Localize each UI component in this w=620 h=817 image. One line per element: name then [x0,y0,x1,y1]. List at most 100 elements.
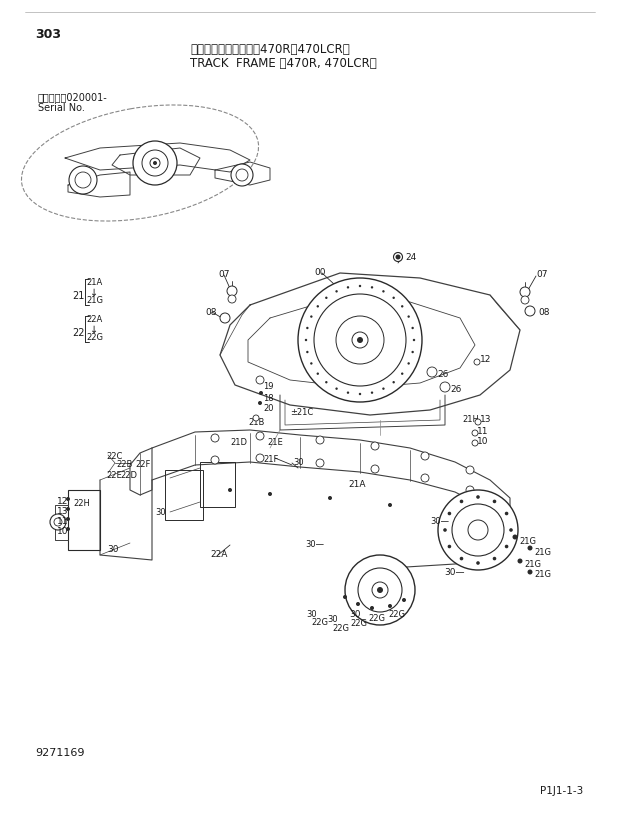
Circle shape [377,587,383,593]
Text: 22G: 22G [311,618,328,627]
Text: 21: 21 [72,291,84,301]
Circle shape [66,527,70,531]
Text: ↓: ↓ [90,325,98,335]
Text: 30: 30 [306,610,317,619]
Circle shape [388,503,392,507]
Text: 21B: 21B [248,418,264,427]
Circle shape [133,141,177,185]
Circle shape [427,367,437,377]
Text: 30: 30 [107,545,118,554]
Circle shape [328,496,332,500]
Text: 22G: 22G [388,610,405,619]
Text: 21D: 21D [230,438,247,447]
Circle shape [69,166,97,194]
Text: 9271169: 9271169 [35,748,84,758]
Text: 11: 11 [477,427,489,436]
Circle shape [413,339,415,342]
Circle shape [505,511,508,516]
Circle shape [493,500,496,503]
Circle shape [66,517,70,521]
Circle shape [352,332,368,348]
Circle shape [509,529,513,532]
Circle shape [468,520,488,540]
Circle shape [493,556,496,560]
Circle shape [392,381,395,383]
Circle shape [388,604,392,608]
Circle shape [382,290,384,292]
Circle shape [371,391,373,394]
Text: トラックフレーム　＜470R，470LCR＞: トラックフレーム ＜470R，470LCR＞ [190,43,350,56]
Text: 22E: 22E [106,471,122,480]
Text: 適用号機　020001-: 適用号機 020001- [38,92,108,102]
Text: 18: 18 [263,394,273,403]
Text: 22C: 22C [106,452,122,461]
Circle shape [382,387,384,390]
Circle shape [521,296,529,304]
Circle shape [298,278,422,402]
Circle shape [459,556,463,560]
Circle shape [66,507,70,511]
Circle shape [513,534,518,539]
Circle shape [336,316,384,364]
Circle shape [256,376,264,384]
Text: 303: 303 [35,28,61,41]
Bar [200,462,235,507]
Bar [68,490,100,550]
Text: 07: 07 [536,270,547,279]
Circle shape [412,327,414,329]
Circle shape [421,474,429,482]
Circle shape [153,161,157,165]
Circle shape [317,305,319,307]
Circle shape [306,327,309,329]
Text: 22B: 22B [116,460,133,469]
Circle shape [394,252,402,261]
Circle shape [227,286,237,296]
Circle shape [476,495,480,499]
Circle shape [306,350,309,353]
Circle shape [211,434,219,442]
Circle shape [314,294,406,386]
Circle shape [371,442,379,450]
Circle shape [253,415,259,421]
Text: 21E: 21E [267,438,283,447]
Text: 30—: 30— [444,568,464,577]
Circle shape [421,452,429,460]
Circle shape [443,529,447,532]
Text: 12: 12 [480,355,492,364]
Circle shape [228,488,232,492]
Circle shape [407,315,410,318]
Circle shape [142,150,168,176]
Circle shape [359,393,361,395]
Text: 21G: 21G [86,296,103,305]
Text: 22A: 22A [210,550,228,559]
Text: 20: 20 [263,404,273,413]
Circle shape [357,337,363,343]
Circle shape [259,391,263,395]
Circle shape [358,568,402,612]
Text: TRACK  FRAME ＜470R, 470LCR＞: TRACK FRAME ＜470R, 470LCR＞ [190,57,377,70]
Circle shape [440,382,450,392]
Text: 21G: 21G [534,570,551,579]
Text: 22F: 22F [135,460,151,469]
Circle shape [231,164,253,186]
Text: 30: 30 [349,610,360,619]
Circle shape [305,339,307,342]
Text: 22G: 22G [332,624,349,633]
Circle shape [50,514,66,530]
Circle shape [150,158,160,168]
Text: Serial No.: Serial No. [38,103,85,113]
Circle shape [448,545,451,548]
Circle shape [335,387,338,390]
Circle shape [396,255,401,260]
Circle shape [372,582,388,598]
Circle shape [475,419,481,425]
Circle shape [347,391,349,394]
Text: 22G: 22G [368,614,385,623]
Text: 21G: 21G [519,537,536,546]
Circle shape [343,595,347,599]
Circle shape [505,545,508,548]
Circle shape [66,497,70,501]
Text: 22G: 22G [350,619,367,628]
Circle shape [310,362,312,364]
Circle shape [371,465,379,473]
